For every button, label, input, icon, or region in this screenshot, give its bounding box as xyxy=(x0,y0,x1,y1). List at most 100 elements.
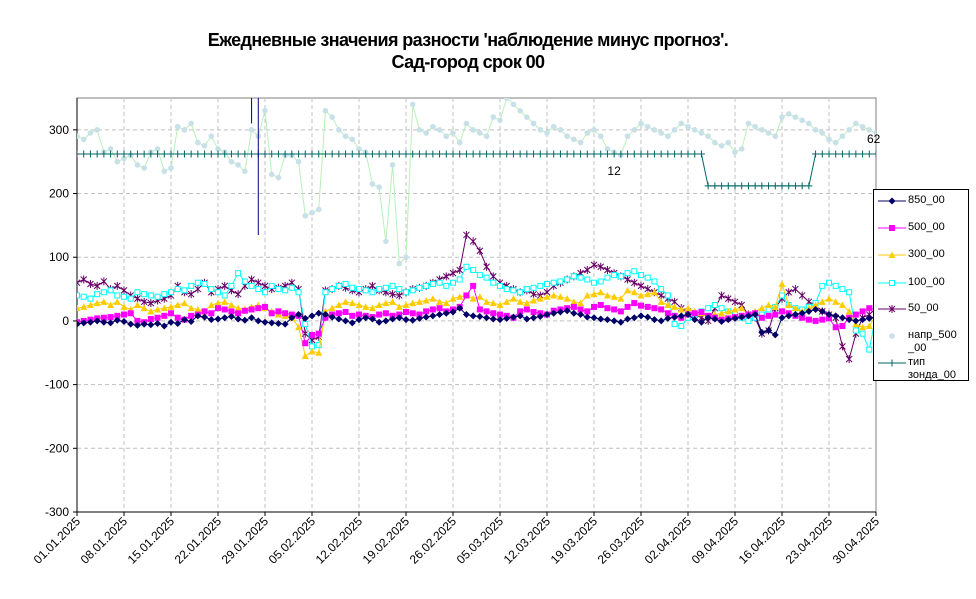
data-point-100-00 xyxy=(141,291,148,298)
data-point-напр-500-00 xyxy=(785,111,792,117)
data-point-850-00 xyxy=(543,311,551,319)
data-point-тип-зонда-00 xyxy=(671,150,679,158)
data-point-тип-зонда-00 xyxy=(456,150,464,158)
data-point-100-00 xyxy=(194,279,201,286)
data-point-тип-зонда-00 xyxy=(577,150,585,158)
data-point-850-00 xyxy=(456,304,464,312)
data-point-напр-500-00 xyxy=(665,133,671,140)
data-point-500-00 xyxy=(799,314,806,321)
data-point-50-00 xyxy=(248,275,255,284)
data-point-300-00 xyxy=(624,286,632,294)
data-point-500-00 xyxy=(765,312,772,319)
data-point-100-00 xyxy=(436,279,443,286)
data-point-100-00 xyxy=(268,282,275,289)
data-point-50-00 xyxy=(395,291,403,300)
data-point-850-00 xyxy=(409,316,417,324)
data-point-850-00 xyxy=(86,318,94,326)
x-tick-label: 23.04.2025 xyxy=(783,514,836,567)
data-point-100-00 xyxy=(476,272,483,279)
data-point-850-00 xyxy=(838,314,846,322)
data-point-тип-зонда-00 xyxy=(503,150,511,158)
data-point-тип-зонда-00 xyxy=(718,182,726,190)
data-point-850-00 xyxy=(133,321,141,329)
data-point-напр-500-00 xyxy=(228,158,235,165)
data-point-50-00 xyxy=(369,281,376,290)
data-point-напр-500-00 xyxy=(738,146,745,152)
data-point-100-00 xyxy=(711,302,718,308)
data-point-100-00 xyxy=(288,284,295,291)
data-point-300-00 xyxy=(845,307,853,315)
data-point-850-00 xyxy=(281,320,289,328)
data-point-850-00 xyxy=(100,318,108,326)
data-point-850-00 xyxy=(462,311,470,319)
data-point-напр-500-00 xyxy=(772,133,779,140)
data-point-100-00 xyxy=(624,270,631,277)
legend-marker xyxy=(888,251,896,258)
data-point-напр-500-00 xyxy=(597,133,604,140)
data-point-тип-зонда-00 xyxy=(758,182,766,190)
data-point-300-00 xyxy=(133,301,141,308)
data-point-850-00 xyxy=(563,307,571,315)
data-point-850-00 xyxy=(664,314,672,322)
data-point-напр-500-00 xyxy=(443,133,450,140)
data-point-850-00 xyxy=(167,318,175,326)
data-point-100-00 xyxy=(497,282,503,289)
data-point-500-00 xyxy=(409,310,416,317)
data-point-100-00 xyxy=(456,276,463,283)
data-point-300-00 xyxy=(496,301,504,308)
data-point-850-00 xyxy=(274,319,282,327)
data-point-850-00 xyxy=(644,313,652,321)
x-tick-label: 12.03.2025 xyxy=(501,514,554,567)
data-point-850-00 xyxy=(718,318,726,326)
data-point-напр-500-00 xyxy=(624,133,631,140)
data-point-тип-зонда-00 xyxy=(677,150,685,158)
data-point-тип-зонда-00 xyxy=(543,150,551,158)
data-point-напр-500-00 xyxy=(745,120,752,127)
data-point-100-00 xyxy=(839,286,846,293)
data-point-напр-500-00 xyxy=(121,155,127,162)
data-point-500-00 xyxy=(235,310,242,317)
data-point-850-00 xyxy=(248,314,256,322)
data-point-100-00 xyxy=(530,284,537,291)
data-point-300-00 xyxy=(577,299,585,307)
data-point-850-00 xyxy=(516,312,524,320)
data-point-50-00 xyxy=(785,288,793,297)
data-point-тип-зонда-00 xyxy=(86,150,94,158)
legend-label: 300_00 xyxy=(908,248,945,260)
legend-label: тип зонда_00 xyxy=(908,356,957,381)
data-point-50-00 xyxy=(583,265,591,274)
data-point-напр-500-00 xyxy=(262,107,268,114)
data-point-300-00 xyxy=(449,295,457,302)
data-point-тип-зонда-00 xyxy=(838,150,846,158)
data-point-100-00 xyxy=(188,282,195,289)
data-point-напр-500-00 xyxy=(309,209,315,216)
data-point-100-00 xyxy=(275,286,282,293)
data-point-напр-500-00 xyxy=(826,136,832,143)
data-point-500-00 xyxy=(241,307,248,314)
data-point-850-00 xyxy=(825,311,833,319)
data-point-850-00 xyxy=(368,315,376,323)
data-point-тип-зонда-00 xyxy=(791,182,799,190)
data-point-50-00 xyxy=(113,281,121,290)
data-point-напр-500-00 xyxy=(242,168,248,175)
data-point-тип-зонда-00 xyxy=(100,150,108,158)
x-tick-label: 22.01.2025 xyxy=(172,514,225,567)
legend-marker xyxy=(888,197,896,205)
data-point-500-00 xyxy=(201,308,208,315)
data-point-500-00 xyxy=(530,309,537,316)
data-point-500-00 xyxy=(221,306,228,313)
data-point-500-00 xyxy=(866,305,873,312)
data-point-500-00 xyxy=(631,300,638,307)
data-point-850-00 xyxy=(509,313,517,321)
data-point-100-00 xyxy=(174,286,181,293)
data-point-850-00 xyxy=(845,316,853,324)
data-point-850-00 xyxy=(127,320,135,328)
data-point-тип-зонда-00 xyxy=(597,150,605,158)
data-point-500-00 xyxy=(852,311,859,318)
data-point-напр-500-00 xyxy=(712,139,718,146)
data-point-850-00 xyxy=(852,317,860,325)
x-tick-label: 30.04.2025 xyxy=(830,514,883,567)
data-point-напр-500-00 xyxy=(154,146,161,152)
data-point-500-00 xyxy=(570,303,577,310)
data-point-300-00 xyxy=(154,305,162,313)
